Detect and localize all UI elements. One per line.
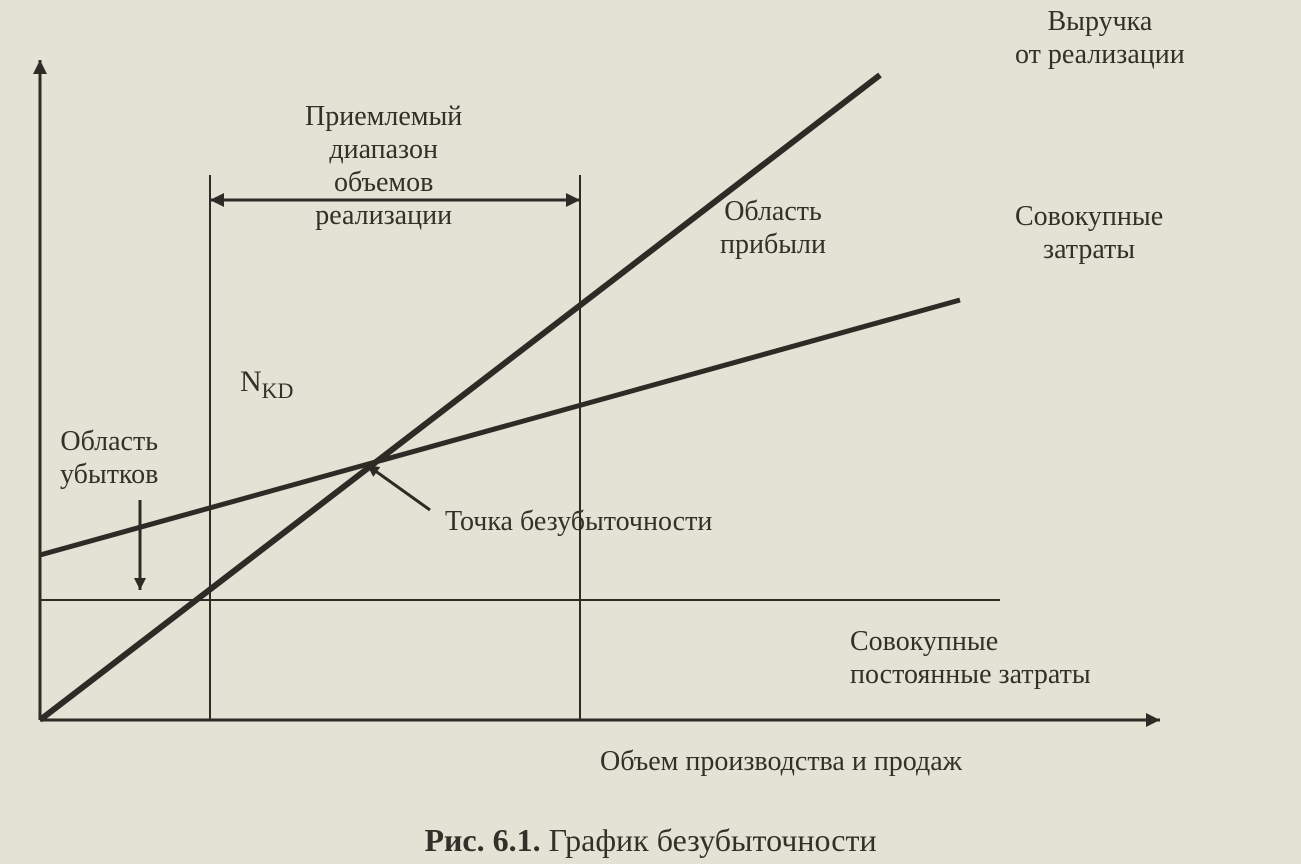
- figure-caption: Рис. 6.1. График безубыточности: [0, 822, 1301, 859]
- breakeven-chart-svg: [0, 0, 1301, 864]
- page-root: { "canvas": { "width": 1301, "height": 8…: [0, 0, 1301, 864]
- caption-text: График безубыточности: [549, 822, 877, 858]
- caption-prefix: Рис. 6.1.: [424, 822, 548, 858]
- nkd-sub: KD: [262, 378, 294, 403]
- nkd-main: N: [240, 365, 262, 398]
- label-nkd: NKD: [240, 365, 293, 404]
